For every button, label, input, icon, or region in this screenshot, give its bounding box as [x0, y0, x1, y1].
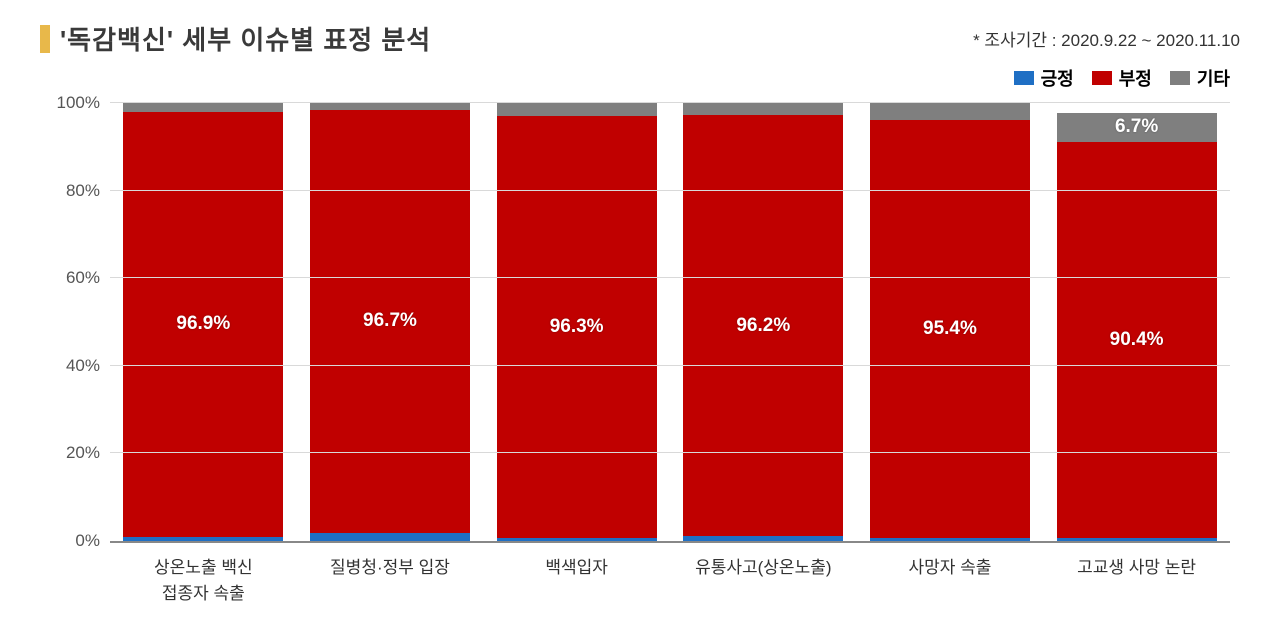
y-tick-label: 20% [40, 443, 100, 463]
legend-label-negative: 부정 [1119, 65, 1152, 91]
bar-segment-positive: 1.0% [123, 537, 283, 541]
bar-segment-etc [310, 103, 470, 110]
bar-value-label: 96.9% [176, 313, 230, 335]
bar-segment-negative: 90.4% [1057, 142, 1217, 538]
x-tick-label: 사망자 속출 [870, 555, 1030, 606]
x-tick-label: 백색입자 [497, 555, 657, 606]
y-tick-label: 60% [40, 268, 100, 288]
x-tick-label: 상온노출 백신 접종자 속출 [123, 555, 283, 606]
legend-item-etc: 기타 [1170, 65, 1230, 91]
bar-segment-etc [683, 103, 843, 115]
bar-segment-positive: 0.7% [1057, 538, 1217, 541]
bar-segment-positive: 0.8% [870, 538, 1030, 542]
bar-value-label: 96.3% [550, 316, 604, 338]
bar-value-label: 90.4% [1110, 329, 1164, 351]
gridline [110, 190, 1230, 191]
bar-segment-negative: 96.9% [123, 112, 283, 536]
header: '독감백신' 세부 이슈별 표정 분석 * 조사기간 : 2020.9.22 ~… [40, 20, 1240, 57]
x-tick-label: 질병청·정부 입장 [310, 555, 470, 606]
bar-value-label: 96.2% [736, 315, 790, 337]
legend-label-positive: 긍정 [1041, 65, 1074, 91]
survey-period: * 조사기간 : 2020.9.22 ~ 2020.11.10 [973, 26, 1240, 51]
gridline [110, 452, 1230, 453]
legend-swatch-negative [1092, 71, 1112, 85]
bar-column: 1.1% 96.2% [683, 103, 843, 541]
legend-swatch-positive [1014, 71, 1034, 85]
bar-segment-positive: 1.8% [310, 533, 470, 541]
bar-value-label: 95.4% [923, 318, 977, 340]
bar-column: 1.0% 96.9% [123, 103, 283, 541]
bar-segment-negative: 96.3% [497, 116, 657, 538]
y-tick-label: 40% [40, 356, 100, 376]
bar-segment-negative: 96.7% [310, 110, 470, 534]
bar-segment-etc [497, 103, 657, 116]
bar-segment-etc [870, 103, 1030, 120]
y-tick-label: 80% [40, 181, 100, 201]
bar-column: 0.7% 90.4% 6.7% [1057, 103, 1217, 541]
gridline [110, 102, 1230, 103]
bar-value-label: 96.7% [363, 310, 417, 332]
bar-column: 0.8% 95.4% [870, 103, 1030, 541]
y-tick-label: 100% [40, 93, 100, 113]
legend-label-etc: 기타 [1197, 65, 1230, 91]
bars-container: 1.0% 96.9% 1.8% 96.7% 0.8% 96.3% 1.1% 96.2% 0.8%… [110, 103, 1230, 541]
legend-item-positive: 긍정 [1014, 65, 1074, 91]
y-tick-label: 0% [40, 531, 100, 551]
title-wrap: '독감백신' 세부 이슈별 표정 분석 [40, 20, 431, 57]
bar-segment-etc: 6.7% [1057, 113, 1217, 142]
bar-column: 0.8% 96.3% [497, 103, 657, 541]
bar-segment-positive: 0.8% [497, 538, 657, 542]
page-title: '독감백신' 세부 이슈별 표정 분석 [60, 20, 431, 57]
title-accent-bar [40, 25, 50, 53]
chart-area: 1.0% 96.9% 1.8% 96.7% 0.8% 96.3% 1.1% 96.2% 0.8%… [110, 103, 1230, 543]
legend-item-negative: 부정 [1092, 65, 1152, 91]
x-axis-labels: 상온노출 백신 접종자 속출 질병청·정부 입장 백색입자 유통사고(상온노출) 사망자… [110, 555, 1230, 606]
gridline [110, 277, 1230, 278]
bar-segment-etc [123, 103, 283, 112]
bar-segment-positive: 1.1% [683, 536, 843, 541]
bar-column: 1.8% 96.7% [310, 103, 470, 541]
bar-segment-negative: 95.4% [870, 120, 1030, 538]
bar-value-label: 6.7% [1115, 116, 1158, 138]
legend-swatch-etc [1170, 71, 1190, 85]
legend: 긍정 부정 기타 [40, 65, 1240, 91]
bar-segment-negative: 96.2% [683, 115, 843, 536]
x-tick-label: 고교생 사망 논란 [1057, 555, 1217, 606]
gridline [110, 365, 1230, 366]
x-tick-label: 유통사고(상온노출) [683, 555, 843, 606]
